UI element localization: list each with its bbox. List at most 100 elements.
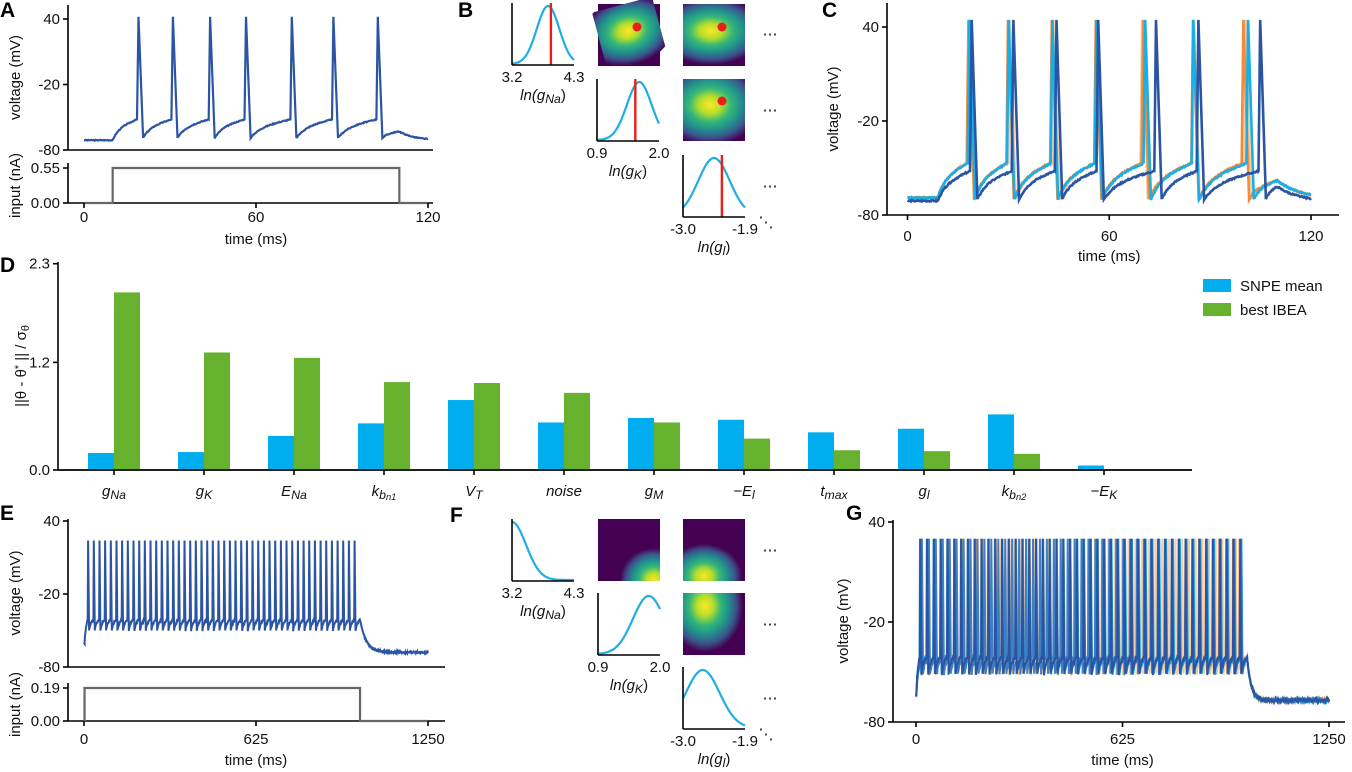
marginal-axis-label-sub: l <box>723 756 726 770</box>
x-tick-label: 0 <box>80 731 88 748</box>
bar-best-ibea <box>114 292 140 470</box>
x-tick-label: 120 <box>415 209 440 226</box>
y-axis-label: ||θ - θ* || / σθ <box>13 325 32 407</box>
y-tick-label: 40 <box>862 19 879 36</box>
category-label-base: g <box>196 483 205 500</box>
marginal-axis-label-base: ln(g <box>520 87 546 104</box>
y-tick-label: -80 <box>857 207 879 224</box>
y-axis-label: voltage (mV) <box>835 578 852 663</box>
posterior-heatmap <box>683 4 745 66</box>
category-label-base: g <box>918 483 927 500</box>
category-label: VT <box>465 483 484 502</box>
bar-snpe-mean <box>538 422 564 470</box>
category-label: −El <box>733 483 755 502</box>
marginal-axis-label: ln(gl) <box>698 751 731 770</box>
x-tick-label: 625 <box>1110 731 1135 748</box>
bar-best-ibea <box>654 422 680 470</box>
y-axis-label-sup: * <box>13 364 25 369</box>
x-tick-label: 0.9 <box>588 659 609 676</box>
marginal-density-curve <box>682 156 746 209</box>
category-label-sub: Na <box>110 488 126 502</box>
marginal-axis-label-end: ) <box>643 677 648 694</box>
y-tick-label: 40 <box>43 11 60 28</box>
y-tick-label: 0.0 <box>29 462 50 479</box>
marginal-axis-label: ln(gl) <box>698 239 731 258</box>
y-tick-label: 2.3 <box>29 256 50 273</box>
bar-best-ibea <box>294 357 320 470</box>
category-label-base: t <box>820 483 825 500</box>
ellipsis-icon: ⋯ <box>763 178 778 195</box>
category-label-base: −E <box>733 483 753 500</box>
category-label: noise <box>546 483 582 500</box>
bar-best-ibea <box>924 451 950 470</box>
x-tick-label: 60 <box>248 209 265 226</box>
x-tick-label: -3.0 <box>670 221 696 238</box>
x-tick-label: -1.9 <box>732 733 758 750</box>
x-tick-label: 3.2 <box>502 585 523 602</box>
y-tick-label: -20 <box>863 614 885 631</box>
bar-snpe-mean <box>358 423 384 470</box>
y-tick-label: -80 <box>38 659 60 676</box>
marginal-axis-label: ln(gNa) <box>520 87 566 106</box>
marginal-axis-label-end: ) <box>642 163 647 180</box>
category-label: kbn1 <box>372 483 397 502</box>
marginal-density-curve <box>511 520 574 582</box>
legend-label: SNPE mean <box>1240 278 1323 295</box>
category-label-sub: M <box>653 488 664 502</box>
true-parameter-dot <box>717 22 727 32</box>
bar-best-ibea <box>474 382 500 470</box>
x-tick-label: 0 <box>903 228 911 245</box>
bar-best-ibea <box>384 382 410 470</box>
category-label: gK <box>196 483 213 502</box>
category-label-sub: T <box>475 488 484 502</box>
marginal-axis-label-sub: Na <box>545 608 561 622</box>
y-tick-label: 0.00 <box>31 713 60 730</box>
y-tick-label: -20 <box>857 113 879 130</box>
category-label-base: k <box>1002 483 1011 500</box>
y-tick-label: 40 <box>868 514 885 531</box>
ellipsis-icon: ⋯ <box>763 26 778 43</box>
category-label: ENa <box>281 483 307 502</box>
category-label-subsub: n2 <box>1016 492 1027 502</box>
voltage-trace <box>915 538 1330 706</box>
x-axis-label: time (ms) <box>225 231 288 248</box>
category-label-sub: l <box>927 488 930 502</box>
y-axis-label: voltage (mV) <box>7 35 24 120</box>
voltage-trace <box>83 540 429 657</box>
legend-swatch <box>1203 279 1231 292</box>
y-tick-label: 1.2 <box>29 354 50 371</box>
bar-snpe-mean <box>628 417 654 470</box>
posterior-heatmap <box>683 519 745 581</box>
y-tick-label: -80 <box>863 714 885 731</box>
ellipsis-icon: ⋯ <box>763 690 778 707</box>
marginal-density-curve <box>597 594 661 655</box>
x-axis-label: time (ms) <box>1078 248 1141 265</box>
category-label-sub: K <box>204 488 213 502</box>
x-tick-label: 625 <box>243 731 268 748</box>
bar-best-ibea <box>834 450 860 470</box>
marginal-axis-label-end: ) <box>725 751 730 768</box>
panel-label-D: D <box>0 254 15 277</box>
x-tick-label: 4.3 <box>564 69 585 86</box>
category-label-base: −E <box>1091 483 1111 500</box>
category-label-sub: l <box>752 488 755 502</box>
bar-snpe-mean <box>808 432 834 470</box>
y-axis-label: voltage (mV) <box>825 66 842 151</box>
panel-label-G: G <box>846 502 862 525</box>
input-current-trace <box>84 166 428 205</box>
panel-label-F: F <box>450 504 463 527</box>
x-tick-label: -1.9 <box>732 221 758 238</box>
panel-label-C: C <box>822 0 837 22</box>
marginal-axis-label-end: ) <box>561 87 566 104</box>
bar-snpe-mean <box>268 435 294 470</box>
category-label-base: g <box>102 483 111 500</box>
category-label-base: g <box>645 483 654 500</box>
x-tick-label: 60 <box>1101 228 1118 245</box>
ellipsis-icon: ⋯ <box>763 542 778 559</box>
diagonal-ellipsis-icon: ⋱ <box>759 726 774 743</box>
x-tick-label: 1250 <box>1312 731 1345 748</box>
category-label: gl <box>918 483 929 502</box>
posterior-heatmap <box>683 593 745 655</box>
ellipsis-icon: ⋯ <box>763 616 778 633</box>
